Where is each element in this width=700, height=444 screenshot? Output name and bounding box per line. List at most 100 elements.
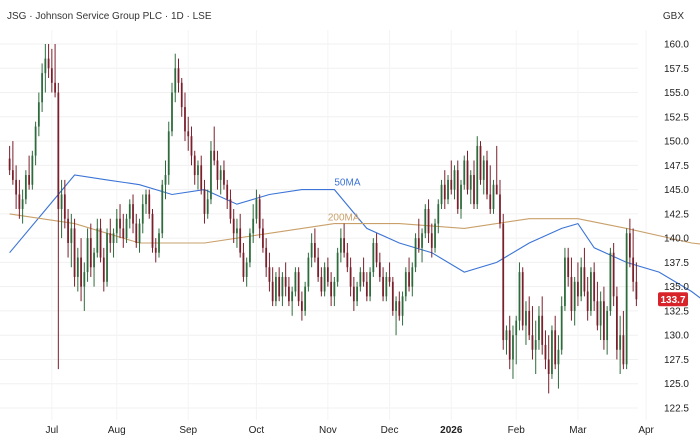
candle-body [417,238,420,248]
candle-body [401,296,404,316]
candle [258,194,261,239]
candle [401,291,404,326]
candle [109,218,112,253]
candle [564,247,566,311]
candle-body [63,194,66,219]
candle [8,145,11,176]
candle [541,296,544,355]
candle [395,296,397,336]
y-tick-label: 127.5 [664,355,689,366]
candle-body [11,170,14,180]
candle-body [203,189,206,214]
candle-body [495,184,498,195]
candle-body [151,213,154,248]
candle-body [326,267,329,282]
candle [284,262,287,297]
candle [339,228,342,263]
candle [603,286,605,350]
y-tick-label: 152.5 [664,112,689,123]
candle [310,233,313,268]
candle [57,82,60,370]
candle-body [122,228,125,239]
candle-body [375,242,378,263]
candle-body [34,126,37,156]
candle [388,262,391,287]
candle [83,262,86,311]
candle [508,315,511,370]
candle-body [378,262,381,277]
candle [177,58,180,93]
candle [398,291,401,321]
candle [86,228,89,282]
candle-body [538,315,540,341]
candle-body [265,247,268,268]
x-tick-label: Feb [508,425,526,436]
candle [447,175,449,205]
candle [112,228,115,258]
candle-body [115,218,118,234]
candle [362,257,365,287]
candle-body [437,204,440,224]
candle-body [625,233,628,365]
candle-body [557,349,560,365]
candle-body [252,218,255,234]
y-tick-label: 140.0 [664,234,689,245]
candle-body [135,223,138,243]
candle-body [460,184,462,210]
candle-body [294,272,297,292]
candle [323,262,326,297]
candle-body [450,179,453,190]
candle [304,281,307,316]
candle-body [89,238,92,268]
candle-body [330,281,333,297]
candle [521,267,524,331]
candle [291,286,294,316]
candle [596,281,599,331]
candle-body [210,150,212,200]
candle-body [349,267,352,287]
candle [593,262,596,311]
candle-body [609,252,612,311]
candle-body [281,276,284,297]
candle [89,223,92,277]
candle-body [463,160,466,185]
candle-body [109,233,112,243]
candle [200,155,203,195]
candle-body [466,160,469,190]
candle [47,44,50,78]
candle [352,276,355,311]
candle-body [15,179,18,195]
candle-body [167,131,170,176]
candle [391,276,394,316]
candle-body [242,252,245,277]
candle-body [219,170,222,180]
candle [430,223,433,258]
candle [154,238,157,263]
candle [440,179,443,210]
y-tick-label: 145.0 [664,185,689,196]
candle-body [60,194,63,210]
candle-body [249,233,251,263]
candle-body [24,175,27,200]
candle [486,150,488,200]
candle [297,267,300,307]
candle [456,160,459,214]
y-tick-label: 157.5 [664,64,689,75]
candle-body [28,175,31,185]
candle-body [421,233,423,248]
candle-body [229,199,232,219]
candle-body [502,223,505,341]
candle [125,213,128,243]
candle [275,272,277,307]
candle [505,325,508,355]
candle [242,242,245,282]
candle-body [132,204,134,224]
candle-body [612,252,615,297]
candle [180,77,183,117]
candle-body [434,223,436,248]
candle [219,165,222,195]
candle-body [213,150,216,161]
candle [135,213,138,248]
candle [612,242,615,307]
candle [424,204,427,239]
